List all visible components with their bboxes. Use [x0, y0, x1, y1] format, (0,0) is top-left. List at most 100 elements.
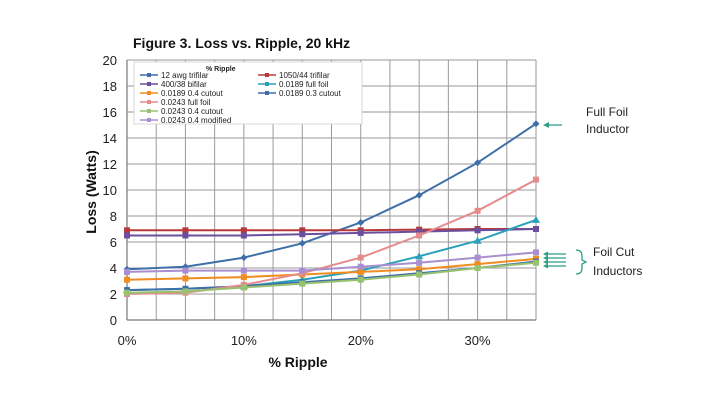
data-point	[299, 231, 306, 238]
foil-cut-arrowhead	[543, 251, 548, 257]
data-point	[415, 252, 424, 260]
data-point	[182, 267, 189, 274]
data-point	[357, 268, 364, 275]
legend-label: 0.0189 0.3 cutout	[279, 89, 342, 98]
data-point	[357, 219, 365, 226]
data-point	[124, 227, 130, 234]
y-tick-label: 16	[103, 105, 117, 120]
data-point	[124, 268, 130, 275]
x-tick-label: 20%	[348, 333, 374, 348]
legend-label: 0.0243 0.4 modified	[161, 116, 231, 125]
legend-label: 0.0189 0.4 cutout	[161, 89, 224, 98]
full-foil-annotation: Full Foil	[586, 105, 628, 119]
data-point	[299, 267, 306, 274]
legend-marker	[265, 73, 269, 77]
data-point	[474, 261, 481, 268]
data-point	[124, 289, 130, 296]
legend-label: 1050/44 trifilar	[279, 71, 330, 80]
series-0-0243-0-4-modified	[124, 249, 539, 275]
series-line	[126, 261, 537, 294]
legend-marker	[147, 118, 151, 122]
legend-marker	[147, 82, 151, 86]
y-tick-label: 4	[110, 261, 117, 276]
full-foil-arrowhead	[543, 122, 549, 128]
y-tick-label: 8	[110, 209, 117, 224]
data-point	[240, 267, 247, 274]
data-point	[182, 227, 189, 234]
series-line	[126, 257, 537, 281]
data-point	[416, 271, 423, 278]
data-point	[416, 232, 423, 239]
data-point	[473, 236, 482, 244]
data-point	[532, 120, 540, 128]
data-point	[416, 228, 423, 235]
foil-cut-annotation-line2: Inductors	[593, 264, 642, 278]
legend-entry: 0.0243 0.4 modified	[140, 116, 231, 125]
data-point	[182, 232, 189, 239]
data-point	[474, 227, 481, 234]
legend-entry: 1050/44 trifilar	[258, 71, 330, 80]
legend-label: 0.0243 0.4 cutout	[161, 107, 224, 116]
data-point	[357, 276, 364, 283]
plot-axes	[126, 60, 536, 321]
x-tick-label: 0%	[118, 333, 137, 348]
legend-marker	[265, 91, 269, 95]
annotations: Full Foil Inductor Foil Cut Inductors	[543, 105, 642, 278]
data-point	[299, 227, 306, 234]
legend-entry: 0.0189 0.4 cutout	[140, 89, 224, 98]
foil-cut-arrowhead	[543, 255, 548, 261]
foil-cut-brace	[575, 249, 588, 275]
y-tick-label: 2	[110, 287, 117, 302]
data-point	[240, 274, 247, 281]
legend-entry: 0.0243 0.4 cutout	[140, 107, 224, 116]
legend-marker	[265, 82, 269, 86]
x-tick-label: 10%	[231, 333, 257, 348]
data-point	[474, 265, 481, 271]
y-tick-label: 14	[103, 131, 117, 146]
data-point	[298, 239, 306, 247]
x-tick-label: 30%	[465, 333, 491, 348]
data-point	[416, 259, 423, 266]
data-point	[124, 232, 130, 239]
legend-label: 12 awg trifilar	[161, 71, 209, 80]
data-point	[533, 176, 539, 183]
data-point	[357, 254, 364, 261]
series-line	[127, 228, 537, 237]
legend-entry: 0.0243 full foil	[140, 98, 211, 107]
series-400-38-bifilar	[124, 226, 539, 239]
legend-box	[133, 61, 363, 125]
y-tick-label: 0	[110, 313, 117, 328]
legend-header: % Ripple	[206, 66, 236, 73]
x-axis-label: % Ripple	[268, 354, 327, 370]
y-tick-label: 12	[103, 157, 117, 172]
data-point	[532, 215, 540, 223]
axis-ticks: 0 2 4 6 8 10 12 14 16 18 20 0% 10% 20% 30%	[103, 53, 491, 348]
foil-cut-annotation: Foil Cut	[593, 245, 635, 259]
chart-title: Figure 3. Loss vs. Ripple, 20 kHz	[133, 35, 350, 51]
full-foil-annotation-line2: Inductor	[586, 122, 629, 136]
data-point	[124, 276, 130, 283]
legend-entry: 12 awg trifilar	[140, 71, 209, 80]
legend-marker	[147, 100, 151, 104]
data-point	[299, 280, 306, 287]
series-lines	[123, 120, 540, 297]
data-point	[474, 254, 481, 261]
data-point	[357, 263, 364, 270]
data-point	[182, 288, 189, 295]
series-0-0243-0-4-cutout	[124, 259, 539, 296]
legend-label: 400/38 bifilar	[161, 80, 207, 89]
y-tick-label: 18	[103, 79, 117, 94]
data-point	[474, 207, 481, 214]
y-tick-label: 20	[103, 53, 117, 68]
data-point	[416, 266, 423, 273]
data-point	[240, 227, 247, 234]
data-point	[533, 259, 539, 266]
legend-entry: 0.0189 full foil	[258, 80, 329, 89]
legend-marker	[147, 91, 151, 95]
data-point	[415, 191, 423, 199]
legend-entry: 400/38 bifilar	[140, 80, 207, 89]
legend-marker	[147, 109, 151, 113]
data-point	[240, 284, 247, 291]
